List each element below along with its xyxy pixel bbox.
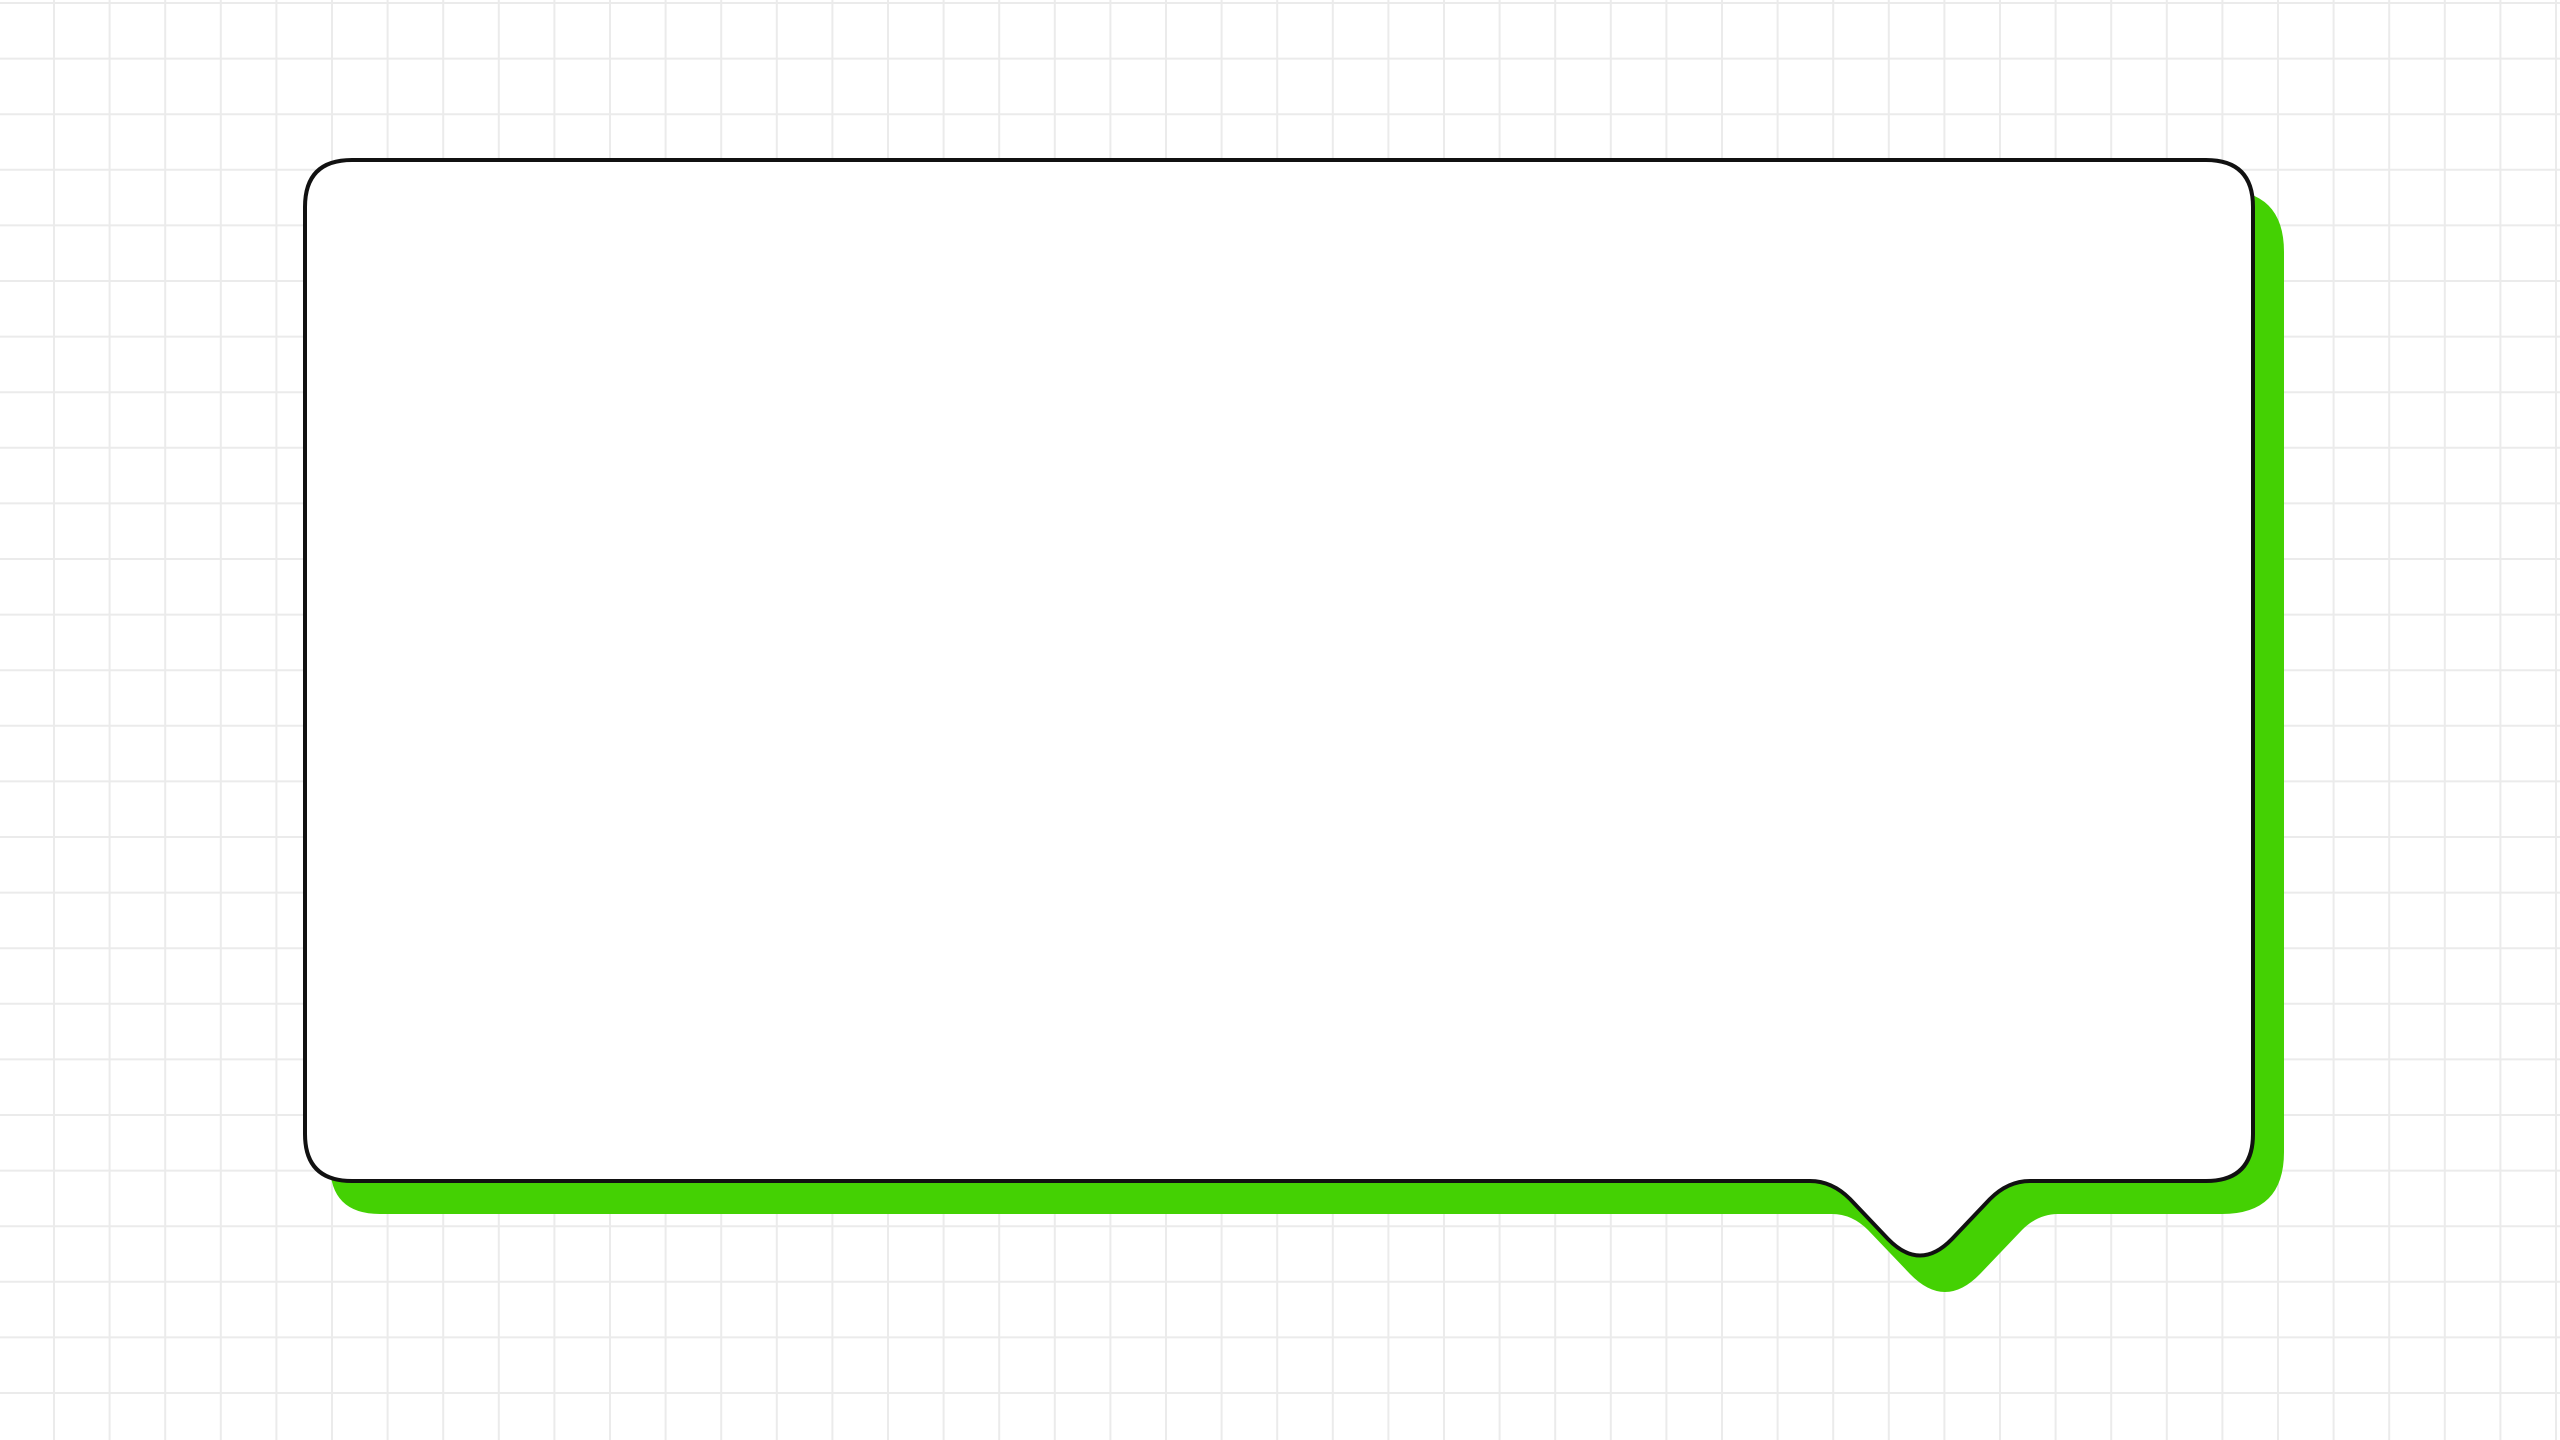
speech-bubble <box>303 158 2255 1258</box>
speech-bubble-text <box>305 160 2255 1180</box>
